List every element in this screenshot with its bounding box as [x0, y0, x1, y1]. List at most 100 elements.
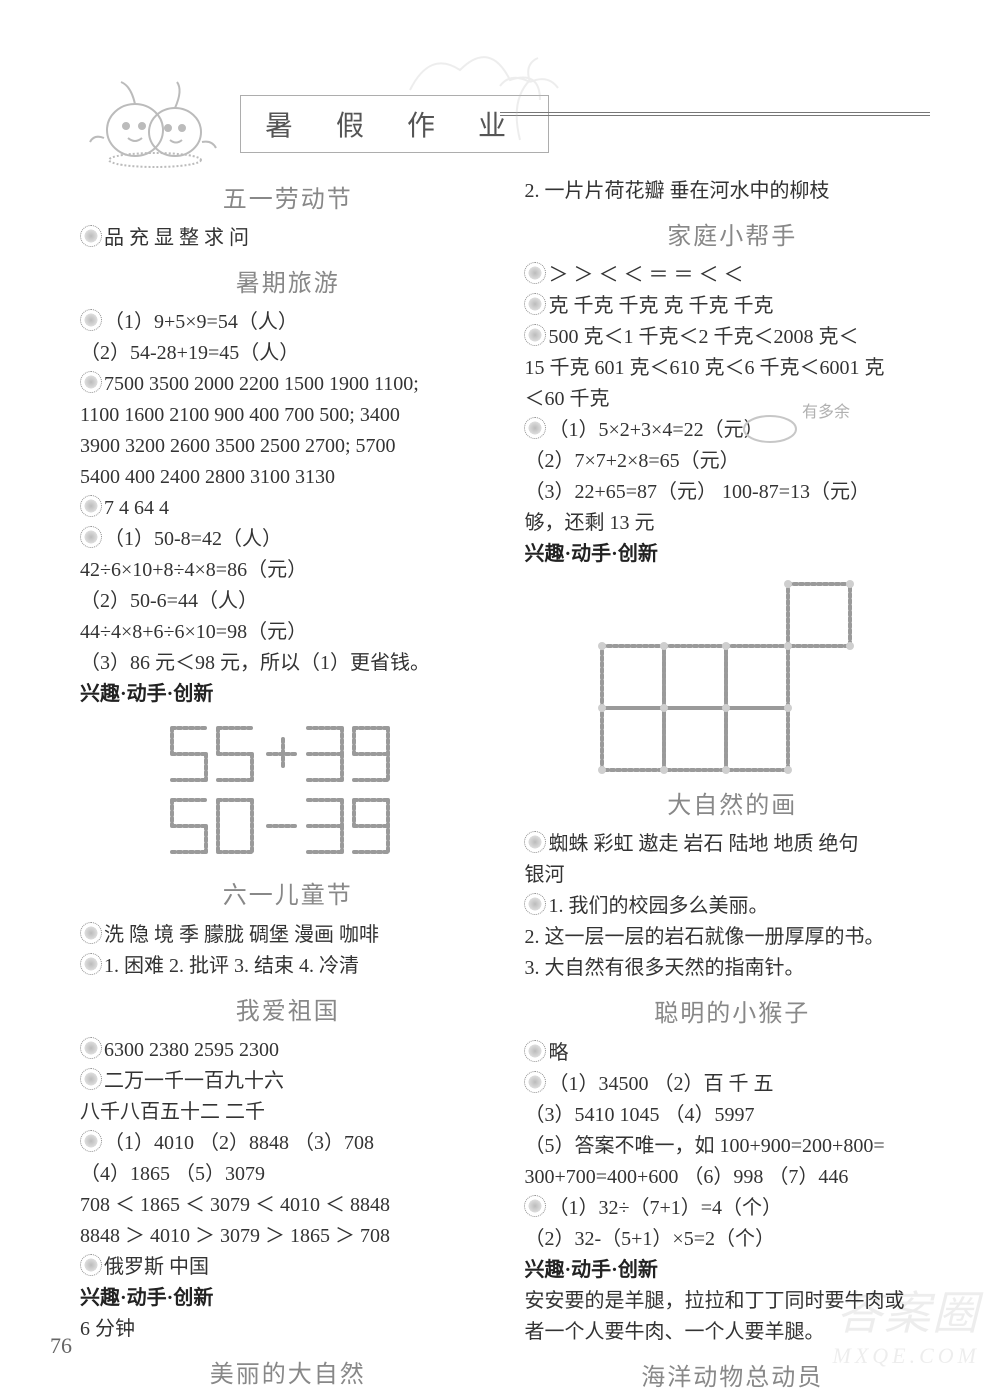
- section-title: 六一儿童节: [80, 878, 496, 915]
- answer-line: 6300 2380 2595 2300: [80, 1035, 496, 1066]
- bullet-icon: [524, 1040, 546, 1062]
- text: （1）34500 （2）百 千 五: [548, 1073, 773, 1095]
- answer-line: （2）50-6=44（人）: [80, 586, 496, 617]
- bullet-icon: [80, 922, 102, 944]
- answer-line: 1. 困难 2. 批评 3. 结束 4. 冷清: [80, 951, 496, 982]
- answer-line: （1）34500 （2）百 千 五: [524, 1069, 940, 1100]
- answer-line: 克 千克 千克 克 千克 千克: [524, 291, 940, 322]
- answer-line: 者一个人要牛肉、一个人要羊腿。: [524, 1317, 940, 1348]
- section-title: 聪明的小猴子: [524, 996, 940, 1033]
- answer-line: 略: [524, 1038, 940, 1069]
- bullet-icon: [524, 1071, 546, 1093]
- answer-line: 1. 我们的校园多么美丽。: [524, 891, 940, 922]
- bullet-icon: [524, 293, 546, 315]
- answer-line: 银河: [524, 860, 940, 891]
- section-title: 五一劳动节: [80, 182, 496, 219]
- bullet-icon: [524, 262, 546, 284]
- section-title: 家庭小帮手: [524, 219, 940, 256]
- annotation-circle-icon: [742, 413, 798, 445]
- bullet-icon: [80, 953, 102, 975]
- answer-line: 300+700=400+600 （6）998 （7）446: [524, 1162, 940, 1193]
- answer-line: ＞ ＞ ＜ ＜ ＝ ＝ ＜ ＜: [524, 260, 940, 291]
- answer-line: 1100 1600 2100 900 400 700 500; 3400: [80, 400, 496, 431]
- answer-line: 2. 这一层一层的岩石就像一册厚厚的书。: [524, 922, 940, 953]
- bullet-icon: [80, 1254, 102, 1276]
- answer-line: 八千八百五十二 二千: [80, 1097, 496, 1128]
- text: 品 充 显 整 求 问: [104, 227, 249, 249]
- section-title: 大自然的画: [524, 788, 940, 825]
- bullet-icon: [80, 1130, 102, 1152]
- answer-line: （2）54-28+19=45（人）: [80, 338, 496, 369]
- answer-line: 8848 ＞ 4010 ＞ 3079 ＞ 1865 ＞ 708: [80, 1221, 496, 1252]
- answer-line: 品 充 显 整 求 问: [80, 223, 496, 254]
- bullet-icon: [524, 417, 546, 439]
- text: ＞ ＞ ＜ ＜ ＝ ＝ ＜ ＜: [548, 264, 743, 286]
- text: 7 4 64 4: [104, 497, 169, 519]
- answer-line: （4）1865 （5）3079: [80, 1159, 496, 1190]
- header-doodle: [380, 30, 640, 180]
- bullet-icon: [80, 526, 102, 548]
- bullet-icon: [80, 225, 102, 247]
- text: （1）32÷（7+1）=4（个）: [548, 1197, 782, 1219]
- answer-line: 3. 大自然有很多天然的指南针。: [524, 953, 940, 984]
- left-column: 五一劳动节 品 充 显 整 求 问 暑期旅游 （1）9+5×9=54（人） （2…: [80, 170, 502, 1399]
- text: 蜘蛛 彩虹 遨走 岩石 陆地 地质 绝句: [548, 833, 858, 855]
- bullet-icon: [524, 893, 546, 915]
- bullet-icon: [524, 1195, 546, 1217]
- answer-line: （1）5×2+3×4=22（元） 有多余: [524, 415, 940, 446]
- answer-line: （2）7×7+2×8=65（元）: [524, 446, 940, 477]
- answer-line: （3）86 元＜98 元，所以（1）更省钱。: [80, 648, 496, 679]
- answer-line: 够，还剩 13 元: [524, 508, 940, 539]
- answer-line: 二万一千一百九十六: [80, 1066, 496, 1097]
- section-title: 海洋动物总动员: [524, 1360, 940, 1397]
- text: 1. 我们的校园多么美丽。: [548, 895, 768, 917]
- answer-line: （5）答案不唯一，如 100+900=200+800=: [524, 1131, 940, 1162]
- answer-line: （2）32-（5+1）×5=2（个）: [524, 1224, 940, 1255]
- answer-line: 42÷6×10+8÷4×8=86（元）: [80, 555, 496, 586]
- answer-line: （3）5410 1045 （4）5997: [524, 1100, 940, 1131]
- bullet-icon: [80, 1068, 102, 1090]
- answer-line: （1）4010 （2）8848 （3）708: [80, 1128, 496, 1159]
- text: （1）50-8=42（人）: [104, 528, 282, 550]
- column-separator: [510, 170, 511, 1399]
- answer-line: 6 分钟: [80, 1314, 496, 1345]
- mascot-illustration: [80, 60, 230, 170]
- content-columns: 五一劳动节 品 充 显 整 求 问 暑期旅游 （1）9+5×9=54（人） （2…: [80, 170, 940, 1399]
- text: 洗 隐 境 季 朦胧 碉堡 漫画 咖啡: [104, 924, 379, 946]
- answer-line: 5400 400 2400 2800 3100 3130: [80, 462, 496, 493]
- bullet-icon: [80, 1037, 102, 1059]
- answer-line: 708 ＜ 1865 ＜ 3079 ＜ 4010 ＜ 8848: [80, 1190, 496, 1221]
- bullet-icon: [524, 324, 546, 346]
- section-title: 暑期旅游: [80, 266, 496, 303]
- subhead: 兴趣·动手·创新: [80, 1283, 496, 1314]
- answer-line: 俄罗斯 中国: [80, 1252, 496, 1283]
- text: （1）4010 （2）8848 （3）708: [104, 1132, 374, 1154]
- matchstick-squares-figure: [592, 576, 872, 776]
- answer-line: 洗 隐 境 季 朦胧 碉堡 漫画 咖啡: [80, 920, 496, 951]
- answer-line: （1）50-8=42（人）: [80, 524, 496, 555]
- answer-line: （1）9+5×9=54（人）: [80, 307, 496, 338]
- right-column: 2. 一片片荷花瓣 垂在河水中的柳枝 家庭小帮手 ＞ ＞ ＜ ＜ ＝ ＝ ＜ ＜…: [518, 170, 940, 1399]
- text: （1）5×2+3×4=22（元）: [548, 419, 763, 441]
- answer-line: （3）22+65=87（元） 100-87=13（元）: [524, 477, 940, 508]
- bullet-icon: [80, 495, 102, 517]
- answer-line: 安安要的是羊腿，拉拉和丁丁同时要牛肉或: [524, 1286, 940, 1317]
- section-title: 我爱祖国: [80, 994, 496, 1031]
- subhead: 兴趣·动手·创新: [524, 539, 940, 570]
- text: 二万一千一百九十六: [104, 1070, 284, 1092]
- section-title: 美丽的大自然: [80, 1357, 496, 1394]
- answer-line: 44÷4×8+6÷6×10=98（元）: [80, 617, 496, 648]
- text: 7500 3500 2000 2200 1500 1900 1100;: [104, 373, 419, 395]
- header: 暑 假 作 业: [80, 40, 940, 160]
- page-number: 76: [50, 1333, 72, 1359]
- text: 1. 困难 2. 批评 3. 结束 4. 冷清: [104, 955, 359, 977]
- handwritten-annotation: 有多余: [802, 401, 850, 426]
- text: 6300 2380 2595 2300: [104, 1039, 279, 1061]
- answer-line: 蜘蛛 彩虹 遨走 岩石 陆地 地质 绝句: [524, 829, 940, 860]
- page: 暑 假 作 业 五一劳动节 品 充 显 整 求 问 暑期旅游 （1）9+5×9=…: [0, 0, 1000, 1399]
- matchstick-equation-figure: [158, 716, 418, 866]
- answer-line: 7500 3500 2000 2200 1500 1900 1100;: [80, 369, 496, 400]
- bullet-icon: [80, 371, 102, 393]
- bullet-icon: [80, 309, 102, 331]
- text: 500 克＜1 千克＜2 千克＜2008 克＜: [548, 326, 858, 348]
